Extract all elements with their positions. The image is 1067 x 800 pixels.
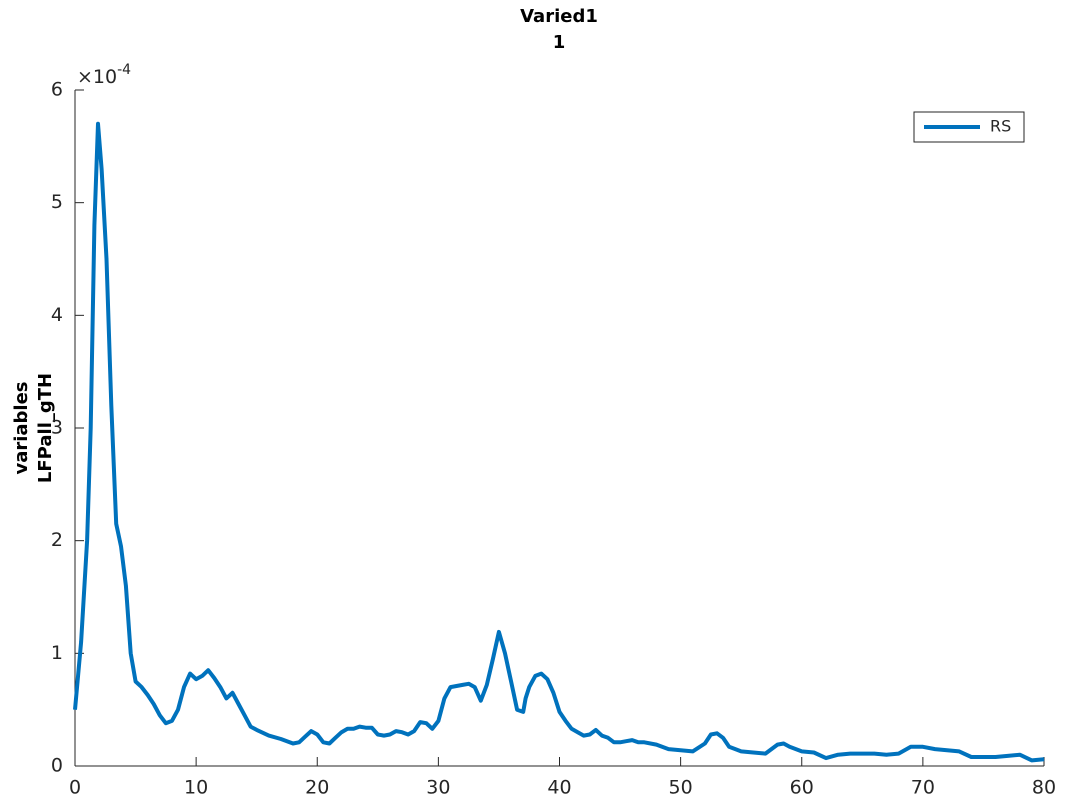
y-tick-label: 4 xyxy=(51,304,63,326)
x-tick-label: 70 xyxy=(911,777,935,799)
y-tick-label: 6 xyxy=(51,79,63,101)
y-tick-label: 1 xyxy=(51,642,63,664)
x-tick-label: 80 xyxy=(1032,777,1056,799)
legend-label: RS xyxy=(990,117,1011,136)
y-label-line: LFPall_gTH xyxy=(35,373,56,483)
x-tick-label: 20 xyxy=(305,777,329,799)
x-tick-label: 40 xyxy=(547,777,571,799)
x-tick-label: 0 xyxy=(69,777,81,799)
y-tick-label: 2 xyxy=(51,529,63,551)
line-series xyxy=(73,121,1045,763)
y-tick-label: 0 xyxy=(51,755,63,777)
y-exponent-base: ×10 xyxy=(77,66,117,88)
chart-title: Varied1 xyxy=(520,6,598,27)
y-label: variables LFPall_gTH xyxy=(11,373,56,483)
y-exponent-power: -4 xyxy=(117,62,131,78)
y-label-line: variables xyxy=(11,381,32,474)
y-tick-label: 5 xyxy=(51,191,63,213)
x-tick-label: 50 xyxy=(669,777,693,799)
x-tick-label: 60 xyxy=(790,777,814,799)
x-tick-label: 10 xyxy=(184,777,208,799)
y-tick-label: 3 xyxy=(51,417,63,439)
y-exponent: ×10-4 xyxy=(77,62,131,88)
chart-title: 1 xyxy=(553,32,566,53)
x-tick-label: 30 xyxy=(426,777,450,799)
